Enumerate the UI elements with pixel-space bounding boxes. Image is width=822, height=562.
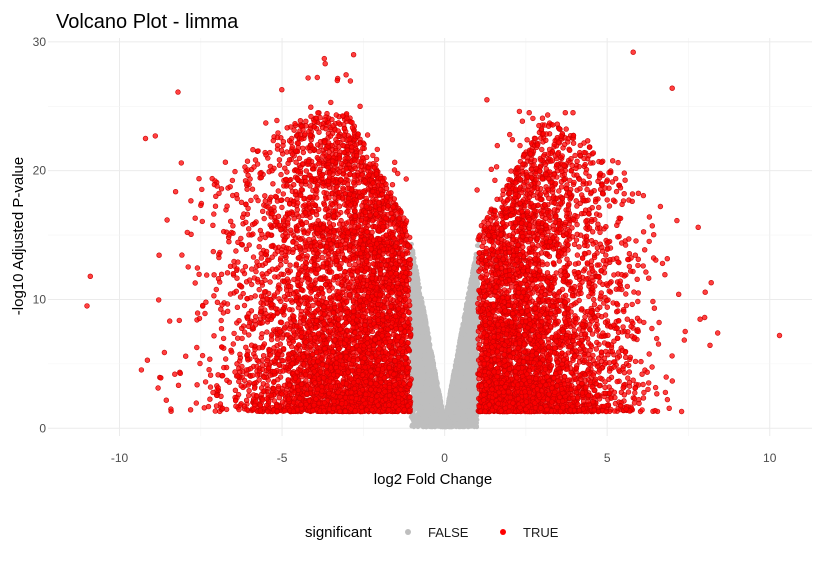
nonsignificant-points [407,239,483,430]
plot-grid [48,38,812,436]
chart-title: Volcano Plot - limma [56,11,239,33]
